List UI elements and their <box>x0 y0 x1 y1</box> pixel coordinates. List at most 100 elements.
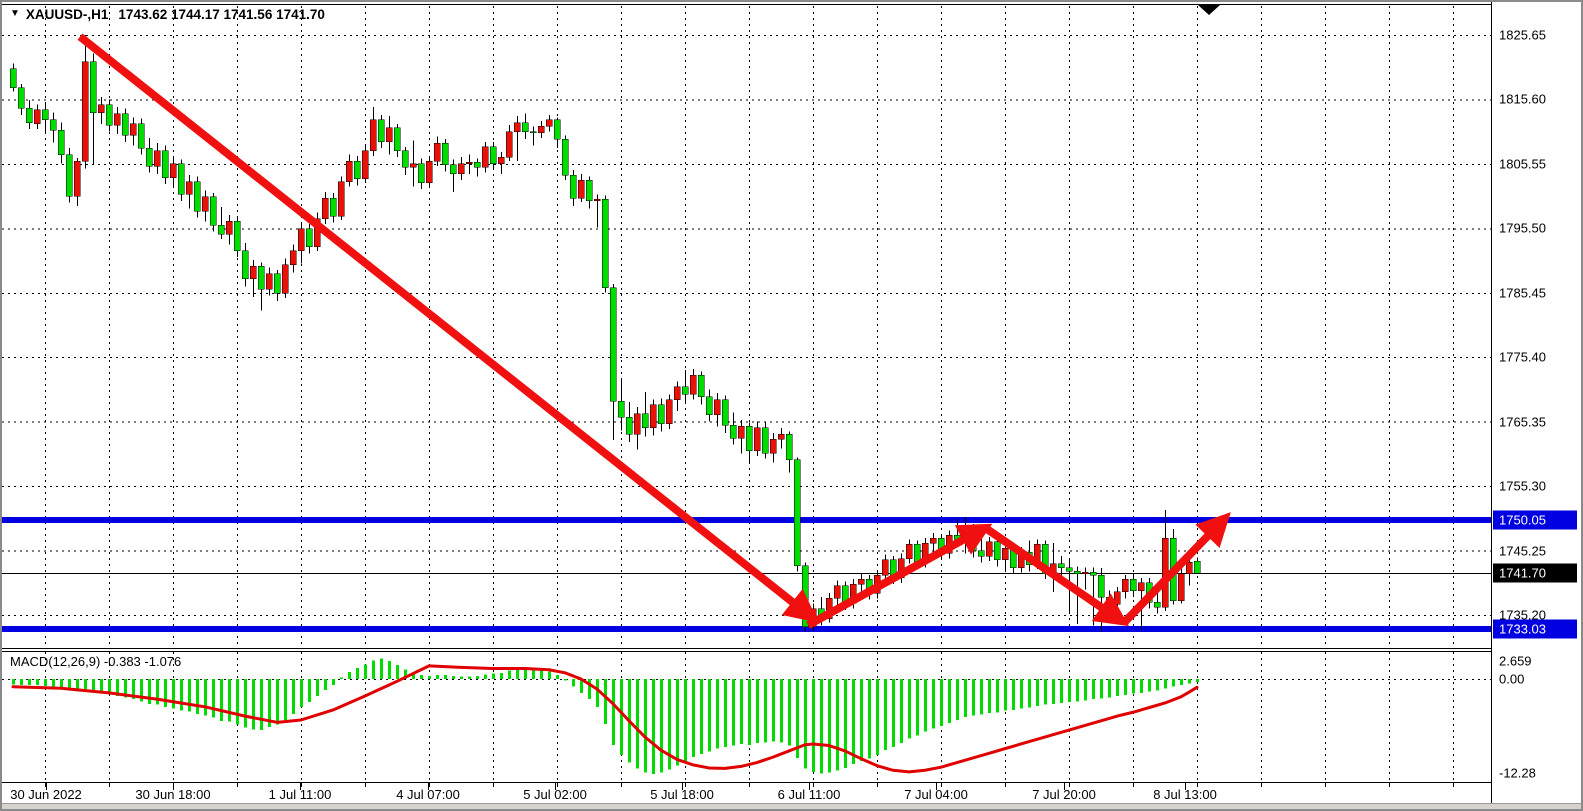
bear-candle <box>9 68 17 89</box>
bull-candle <box>537 126 545 134</box>
bear-candle <box>681 386 689 395</box>
bull-candle <box>425 160 433 184</box>
bear-candle <box>641 413 649 429</box>
bear-candle <box>105 104 113 126</box>
price-badge-support: 1733.03 <box>1493 619 1577 639</box>
bear-candle <box>553 119 561 140</box>
bear-candle <box>257 265 265 290</box>
pane-frames <box>2 4 1491 790</box>
bull-candle <box>1001 548 1009 561</box>
bear-candle <box>17 87 25 109</box>
price-tick-label: 1765.35 <box>1499 414 1546 430</box>
time-axis: 30 Jun 2022 30 Jun 18:00 1 Jul 11:00 4 Jul … <box>2 784 1491 803</box>
bull-candle <box>1177 573 1185 602</box>
bear-candle <box>353 160 361 180</box>
bull-candle <box>297 228 305 252</box>
bear-candle <box>305 228 313 248</box>
bear-candle <box>521 122 529 132</box>
bear-candle <box>209 196 217 226</box>
bear-candle <box>273 273 281 294</box>
chart-shift-marker-icon[interactable] <box>1198 5 1220 15</box>
bull-candle <box>73 160 81 197</box>
bull-candle <box>249 265 257 280</box>
bear-candle <box>585 179 593 202</box>
price-badge-resistance: 1750.05 <box>1493 510 1577 530</box>
macd-indicator-label: MACD(12,26,9) -0.383 -1.076 <box>10 654 182 669</box>
bull-candle <box>545 119 553 127</box>
bull-candle <box>81 61 89 162</box>
bear-candle <box>25 108 33 123</box>
bear-candle <box>609 287 617 402</box>
price-tick-label: 1825.65 <box>1499 27 1546 43</box>
price-tick-label: 1805.55 <box>1499 156 1546 172</box>
grid-layer <box>2 6 1491 782</box>
bear-candle <box>57 129 65 155</box>
bull-candle <box>409 163 417 168</box>
price-tick-label: 1795.50 <box>1499 220 1546 236</box>
bear-candle <box>1105 596 1113 605</box>
bull-candle <box>113 113 121 126</box>
bear-candle <box>561 138 569 176</box>
macd-signal-line <box>11 664 1199 774</box>
bear-candle <box>441 142 449 166</box>
bear-candle <box>329 197 337 217</box>
bull-candle <box>505 131 513 158</box>
time-axis-label: 30 Jun 2022 <box>10 787 82 802</box>
bear-candle <box>1193 560 1201 574</box>
price-tick-label: 1785.45 <box>1499 285 1546 301</box>
chart-canvas[interactable] <box>2 2 1491 803</box>
bear-candle <box>1065 567 1073 572</box>
price-tick-label: 1815.60 <box>1499 91 1546 107</box>
bear-candle <box>793 459 801 566</box>
symbol-marker-icon[interactable]: ▼ <box>10 8 20 19</box>
bull-candle <box>129 123 137 136</box>
time-axis-label: 5 Jul 18:00 <box>650 787 714 802</box>
bull-candle <box>881 559 889 576</box>
bull-candle <box>497 156 505 164</box>
ohlc-quote-line: 1743.62 1744.17 1741.56 1741.70 <box>118 6 325 22</box>
symbol-timeframe-label: XAUUSD-,H1 <box>25 6 109 22</box>
support-resistance-lines[interactable] <box>2 516 1491 632</box>
bear-candle <box>977 550 985 557</box>
trend-arrow-1[interactable] <box>77 33 819 623</box>
trend-arrow-4[interactable] <box>1121 512 1231 626</box>
trend-arrows[interactable] <box>77 33 1231 629</box>
macd-tick-label: 0.00 <box>1499 671 1525 687</box>
bear-candle <box>417 163 425 184</box>
bear-candle <box>697 374 705 398</box>
bull-candle <box>201 196 209 212</box>
bear-candle <box>161 150 169 178</box>
time-axis-label: 8 Jul 13:00 <box>1153 787 1217 802</box>
bull-candle <box>313 218 321 248</box>
bear-candle <box>705 396 713 416</box>
price-tick-label: 1735.20 <box>1499 607 1546 623</box>
bear-candle <box>657 404 665 425</box>
bear-candle <box>217 224 225 235</box>
bull-candle <box>985 541 993 557</box>
bull-candle <box>633 413 641 435</box>
bear-candle <box>993 541 1001 561</box>
bull-candle <box>321 197 329 219</box>
macd-pane <box>11 658 1199 774</box>
bull-candle <box>1113 591 1121 605</box>
bear-candle <box>1041 544 1049 575</box>
bear-candle <box>729 424 737 439</box>
bull-candle <box>689 374 697 395</box>
time-axis-label: 4 Jul 07:00 <box>396 787 460 802</box>
time-axis-label: 5 Jul 02:00 <box>523 787 587 802</box>
bear-candle <box>49 119 57 131</box>
bear-candle <box>1073 571 1081 575</box>
bear-candle <box>617 401 625 418</box>
bull-candle <box>777 433 785 440</box>
bull-candle <box>905 544 913 559</box>
bear-candle <box>41 109 49 121</box>
bear-candle <box>145 147 153 167</box>
bull-candle <box>289 250 297 266</box>
bull-candle <box>513 122 521 132</box>
price-tick-label: 1775.40 <box>1499 349 1546 365</box>
trend-arrow-3[interactable] <box>984 525 1129 627</box>
trend-arrow-2[interactable] <box>806 523 993 629</box>
bear-candle <box>473 162 481 168</box>
bear-candle <box>377 119 385 143</box>
